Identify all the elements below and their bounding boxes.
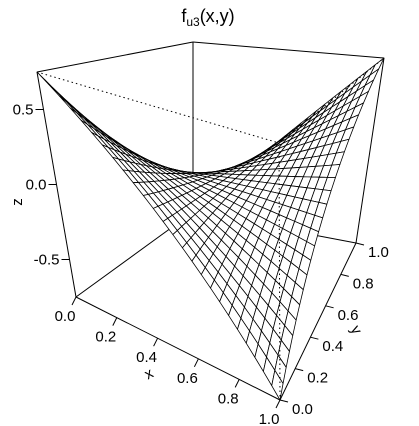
y-tick xyxy=(355,242,365,246)
surface-mesh xyxy=(36,57,385,401)
y-tick-label: 0.8 xyxy=(353,275,374,292)
x-tick-label: 0.8 xyxy=(218,390,239,407)
x-tick xyxy=(275,399,281,409)
x-tick xyxy=(153,337,159,347)
box-edge xyxy=(192,41,385,59)
x-tick xyxy=(234,379,240,388)
x-tick-label: 1.0 xyxy=(259,411,280,426)
y-tick-label: 0.6 xyxy=(338,307,359,324)
x-axis-label: x xyxy=(142,365,157,384)
x-tick-label: 0.0 xyxy=(55,308,76,325)
z-tick-label: -0.5 xyxy=(34,252,60,269)
surface-facet xyxy=(58,95,78,114)
z-tick-label: 0.0 xyxy=(26,177,47,194)
axes: 0.0 0.2 0.4 0.6 0.8 1.0 0.0 0.2 0.4 0.6 0.8 1.0 -0.5… xyxy=(13,102,389,426)
box-edge-dotted xyxy=(278,57,385,144)
x-tick-label: 0.2 xyxy=(95,329,116,346)
x-tick-label: 0.6 xyxy=(177,370,198,387)
z-tick-label: 0.5 xyxy=(13,102,34,119)
box-edge-dotted xyxy=(36,71,280,144)
y-axis-label: y xyxy=(347,323,366,338)
y-tick-label: 0.2 xyxy=(307,370,328,387)
y-tick xyxy=(340,273,349,277)
box-front-edges xyxy=(36,57,385,401)
x-tick xyxy=(193,358,199,368)
y-tick xyxy=(325,305,334,309)
box-edge xyxy=(355,57,385,244)
box-edge xyxy=(279,242,357,401)
x-tick xyxy=(112,317,118,326)
y-tick xyxy=(279,399,289,403)
y-tick-label: 1.0 xyxy=(368,244,389,261)
surface-facet xyxy=(271,369,284,401)
z-axis-label: z xyxy=(9,198,26,206)
chart-title: fu3(x,y) xyxy=(181,6,234,29)
box-edge xyxy=(36,41,194,73)
y-tick xyxy=(295,368,304,372)
y-tick-label: 0.4 xyxy=(322,338,343,355)
x-tick-label: 0.4 xyxy=(136,349,157,366)
box-edge xyxy=(75,296,281,401)
x-tick xyxy=(71,296,77,306)
y-tick-label: 0.0 xyxy=(292,401,313,418)
surface-facet xyxy=(69,107,88,125)
y-tick xyxy=(310,336,319,340)
